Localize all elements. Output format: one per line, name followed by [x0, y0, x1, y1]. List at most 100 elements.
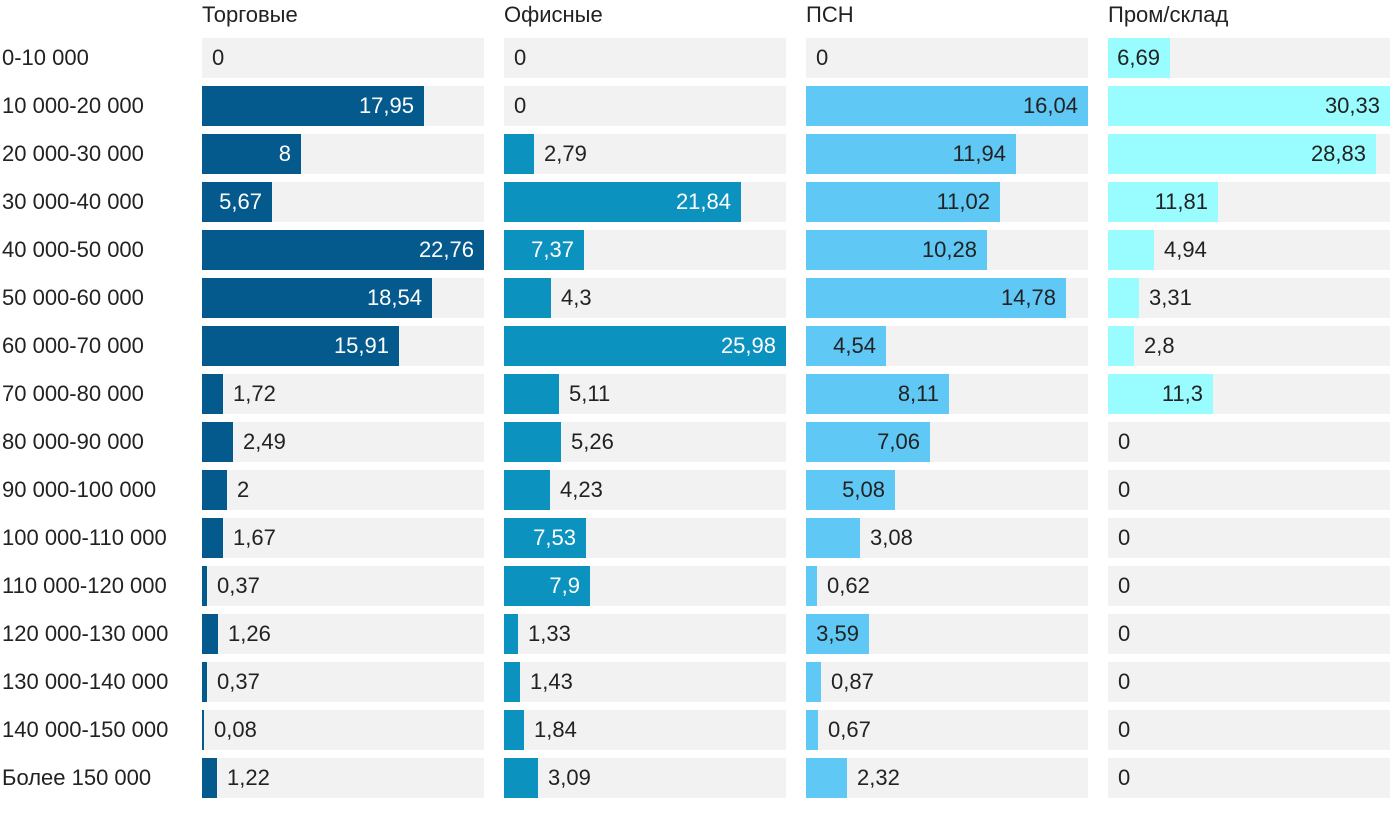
data-label: 2,79	[544, 141, 587, 166]
bar	[806, 614, 869, 654]
data-label: 0	[1118, 477, 1131, 502]
data-label: 2,49	[243, 429, 286, 454]
bar-track	[806, 38, 1088, 78]
bar	[1108, 182, 1218, 222]
bar	[806, 374, 949, 414]
data-label: 15,91	[333, 333, 389, 358]
data-label: 10,28	[921, 237, 977, 262]
bar	[806, 758, 847, 798]
data-label: 2,8	[1144, 333, 1175, 358]
bar	[504, 566, 590, 606]
data-label: 1,22	[227, 765, 270, 790]
bar	[202, 230, 484, 270]
bar	[504, 422, 561, 462]
bar-track	[1108, 470, 1390, 510]
bar	[806, 422, 930, 462]
bar-track	[202, 710, 484, 750]
bar	[504, 278, 551, 318]
data-label: 0,08	[214, 717, 257, 742]
category-label: Более 150 000	[2, 765, 152, 790]
data-label: 8,11	[897, 381, 939, 406]
data-label: 22,76	[418, 237, 474, 262]
bar	[806, 566, 817, 606]
bar	[1108, 374, 1213, 414]
data-label: 0,67	[828, 717, 871, 742]
bar	[202, 662, 207, 702]
data-label: 1,43	[530, 669, 573, 694]
bar-track	[202, 758, 484, 798]
bar	[202, 566, 207, 606]
bar	[202, 278, 432, 318]
data-label: 7,37	[531, 237, 574, 262]
bar	[806, 278, 1066, 318]
bar-track	[1108, 518, 1390, 558]
data-label: 25,98	[720, 333, 776, 358]
data-label: 3,31	[1149, 285, 1192, 310]
bar	[1108, 278, 1139, 318]
category-label: 110 000-120 000	[2, 573, 167, 598]
category-label: 120 000-130 000	[2, 621, 169, 646]
data-label: 7,9	[549, 573, 580, 598]
data-label: 7,53	[533, 525, 576, 550]
data-label: 4,23	[560, 477, 603, 502]
bar-track	[1108, 758, 1390, 798]
category-label: 100 000-110 000	[2, 525, 167, 550]
bar	[504, 134, 534, 174]
data-label: 0	[1118, 669, 1131, 694]
bar	[202, 758, 217, 798]
bar	[806, 470, 895, 510]
bar-track	[806, 758, 1088, 798]
bar-track	[504, 470, 786, 510]
data-label: 7,06	[877, 429, 920, 454]
bar-track	[1108, 230, 1390, 270]
data-label: 11,3	[1161, 381, 1203, 406]
bar-track	[1108, 422, 1390, 462]
category-label: 90 000-100 000	[2, 477, 157, 502]
data-label: 14,78	[1000, 285, 1056, 310]
bar	[806, 662, 821, 702]
category-label: 70 000-80 000	[2, 381, 144, 406]
bar	[504, 230, 584, 270]
bar-track	[1108, 710, 1390, 750]
data-label: 1,67	[233, 525, 276, 550]
bar	[504, 662, 520, 702]
bar	[202, 470, 227, 510]
bar	[504, 758, 538, 798]
bar	[202, 134, 301, 174]
bar-track	[806, 662, 1088, 702]
category-label: 130 000-140 000	[2, 669, 169, 694]
bar	[202, 710, 204, 750]
data-label: 4,3	[561, 285, 592, 310]
bar-track	[1108, 566, 1390, 606]
bar-track	[202, 374, 484, 414]
bar	[504, 374, 559, 414]
bar	[504, 182, 741, 222]
bar-track	[504, 38, 786, 78]
bar	[806, 518, 860, 558]
bar-track	[504, 134, 786, 174]
data-label: 18,54	[366, 285, 422, 310]
bar-track	[202, 566, 484, 606]
bar	[202, 86, 424, 126]
bar-track	[1108, 326, 1390, 366]
bar-track	[202, 614, 484, 654]
bar	[504, 614, 518, 654]
data-label: 0	[1118, 621, 1131, 646]
bar-track	[806, 566, 1088, 606]
data-label: 0,37	[217, 573, 260, 598]
bar	[504, 326, 786, 366]
data-label: 4,94	[1164, 237, 1207, 262]
bar	[1108, 134, 1376, 174]
bar-track	[806, 710, 1088, 750]
data-label: 11,02	[936, 189, 990, 214]
data-label: 4,54	[833, 333, 876, 358]
category-label: 0-10 000	[2, 45, 89, 70]
bar	[806, 86, 1088, 126]
data-label: 5,26	[571, 429, 614, 454]
bar-track	[504, 710, 786, 750]
category-label: 50 000-60 000	[2, 285, 144, 310]
data-label: 0	[816, 45, 829, 70]
data-label: 3,59	[816, 621, 859, 646]
bar	[202, 374, 223, 414]
